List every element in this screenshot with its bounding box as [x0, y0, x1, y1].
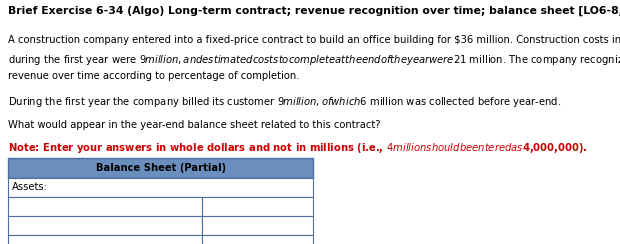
Text: A construction company entered into a fixed-price contract to build an office bu: A construction company entered into a fi…: [8, 35, 620, 45]
Text: during the first year were $9 million, and estimated costs to complete at the en: during the first year were $9 million, a…: [8, 53, 620, 67]
Text: Balance Sheet (Partial): Balance Sheet (Partial): [95, 163, 226, 173]
Text: What would appear in the year-end balance sheet related to this contract?: What would appear in the year-end balanc…: [8, 120, 381, 130]
Text: Brief Exercise 6-34 (Algo) Long-term contract; revenue recognition over time; ba: Brief Exercise 6-34 (Algo) Long-term con…: [8, 6, 620, 16]
Text: Assets:: Assets:: [12, 182, 48, 192]
Text: Note: Enter your answers in whole dollars and not in millions (i.e., $4 million : Note: Enter your answers in whole dollar…: [8, 141, 588, 154]
Text: revenue over time according to percentage of completion.: revenue over time according to percentag…: [8, 71, 299, 81]
Text: During the first year the company billed its customer $9 million, of which $6 mi: During the first year the company billed…: [8, 95, 562, 109]
